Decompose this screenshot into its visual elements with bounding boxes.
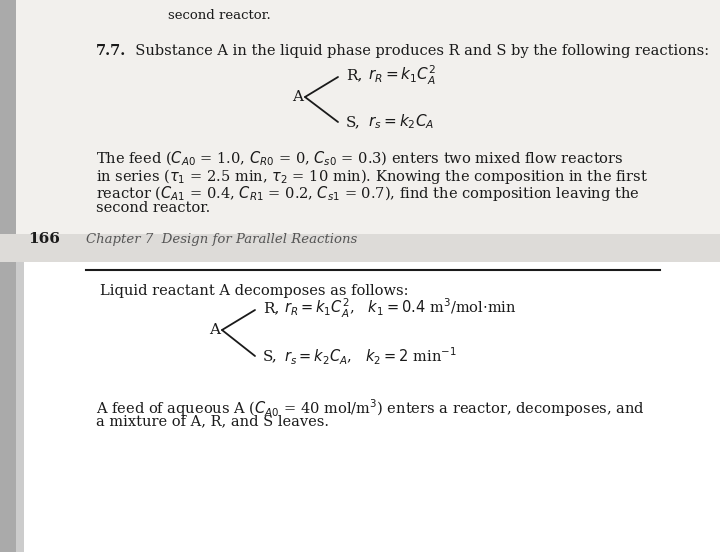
- Text: Chapter 7  Design for Parallel Reactions: Chapter 7 Design for Parallel Reactions: [86, 232, 357, 246]
- Text: S,: S,: [346, 115, 361, 129]
- Text: A: A: [209, 323, 220, 337]
- Text: in series ($\tau_1$ = 2.5 min, $\tau_2$ = 10 min). Knowing the composition in th: in series ($\tau_1$ = 2.5 min, $\tau_2$ …: [96, 167, 648, 186]
- Text: 7.7.: 7.7.: [96, 44, 126, 58]
- Bar: [0, 0, 16, 552]
- Text: $r_R = k_1C_A^2$: $r_R = k_1C_A^2$: [368, 63, 436, 87]
- Text: a mixture of A, R, and S leaves.: a mixture of A, R, and S leaves.: [96, 414, 329, 428]
- Text: $r_s = k_2C_A$: $r_s = k_2C_A$: [368, 113, 434, 131]
- Text: R,: R,: [263, 301, 279, 315]
- Text: 166: 166: [28, 232, 60, 246]
- Bar: [0, 262, 720, 552]
- Text: A feed of aqueous A ($C_{A0}$ = 40 mol/m$^3$) enters a reactor, decomposes, and: A feed of aqueous A ($C_{A0}$ = 40 mol/m…: [96, 397, 645, 419]
- Text: R,: R,: [346, 68, 362, 82]
- Text: $r_R = k_1C_A^2$,   $k_1 = 0.4$ m$^3$/mol$\cdot$min: $r_R = k_1C_A^2$, $k_1 = 0.4$ m$^3$/mol$…: [284, 296, 517, 320]
- Text: second reactor.: second reactor.: [96, 201, 210, 215]
- Text: Liquid reactant A decomposes as follows:: Liquid reactant A decomposes as follows:: [100, 284, 408, 298]
- Bar: [0, 234, 720, 262]
- Text: A: A: [292, 90, 303, 104]
- Text: $r_s = k_2C_A$,   $k_2 = 2$ min$^{-1}$: $r_s = k_2C_A$, $k_2 = 2$ min$^{-1}$: [284, 346, 457, 367]
- Text: S,: S,: [263, 349, 278, 363]
- Text: The feed ($C_{A0}$ = 1.0, $C_{R0}$ = 0, $C_{s0}$ = 0.3) enters two mixed flow re: The feed ($C_{A0}$ = 1.0, $C_{R0}$ = 0, …: [96, 150, 624, 168]
- Bar: [16, 262, 24, 552]
- Bar: [0, 0, 720, 262]
- Text: second reactor.: second reactor.: [168, 9, 271, 22]
- Text: reactor ($C_{A1}$ = 0.4, $C_{R1}$ = 0.2, $C_{s1}$ = 0.7), find the composition l: reactor ($C_{A1}$ = 0.4, $C_{R1}$ = 0.2,…: [96, 184, 639, 203]
- Text: Substance A in the liquid phase produces R and S by the following reactions:: Substance A in the liquid phase produces…: [126, 44, 709, 58]
